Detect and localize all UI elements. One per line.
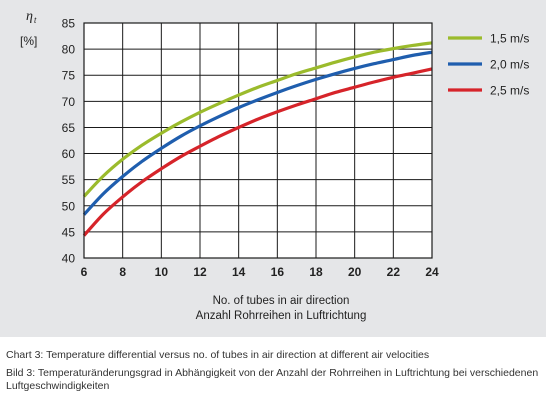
y-axis-unit: [%]	[20, 34, 37, 48]
chart-panel: 6 8 10 12 14 16 18 20 22 24 40 45 50 55 60 65 70 75 80 85 1…	[0, 0, 546, 337]
legend-label-3: 2,5 m/s	[490, 84, 529, 98]
x-tick-label: 22	[387, 265, 401, 279]
caption-english: Chart 3: Temperature differential versus…	[6, 349, 430, 361]
y-tick-label: 70	[62, 95, 76, 109]
x-tick-label: 20	[348, 265, 362, 279]
y-tick-label: 50	[62, 199, 76, 213]
y-tick-label: 40	[62, 252, 76, 266]
y-axis-symbol: η	[26, 9, 33, 24]
x-tick-label: 14	[232, 265, 246, 279]
legend: 1,5 m/s 2,0 m/s 2,5 m/s	[448, 32, 529, 98]
series-line-1	[82, 41, 433, 198]
axes-layer	[83, 22, 433, 259]
tick-layer: 6 8 10 12 14 16 18 20 22 24 40 45 50 55 60 65 70 75 80 85	[62, 17, 439, 280]
x-axis-label-german: Anzahl Rohrreihen in Luftrichtung	[195, 310, 367, 322]
series-layer	[82, 41, 433, 237]
x-tick-label: 16	[271, 265, 285, 279]
x-tick-label: 6	[81, 265, 88, 279]
y-tick-label: 80	[62, 43, 76, 57]
chart-svg: 6 8 10 12 14 16 18 20 22 24 40 45 50 55 60 65 70 75 80 85 1…	[20, 9, 529, 280]
series-line-2	[82, 50, 433, 216]
legend-label-1: 1,5 m/s	[490, 32, 529, 46]
x-axis-label-english: No. of tubes in air direction	[212, 295, 350, 307]
plot-area	[84, 23, 432, 258]
y-axis-symbol-subscript: t	[34, 16, 37, 25]
y-tick-label: 65	[62, 121, 76, 135]
plot-frame	[83, 22, 433, 259]
x-tick-label: 18	[309, 265, 323, 279]
series-line-3	[82, 67, 433, 237]
y-tick-label: 85	[62, 17, 76, 31]
x-tick-label: 10	[155, 265, 169, 279]
x-tick-label: 8	[119, 265, 126, 279]
grid-layer	[83, 22, 433, 259]
x-tick-label: 24	[425, 265, 439, 279]
caption-german: Bild 3: Temperaturänderungsgrad in Abhän…	[6, 367, 539, 392]
y-tick-label: 75	[62, 69, 76, 83]
legend-label-2: 2,0 m/s	[490, 58, 529, 72]
x-tick-label: 12	[193, 265, 207, 279]
y-tick-label: 45	[62, 225, 76, 239]
y-tick-label: 55	[62, 173, 76, 187]
y-tick-label: 60	[62, 147, 76, 161]
